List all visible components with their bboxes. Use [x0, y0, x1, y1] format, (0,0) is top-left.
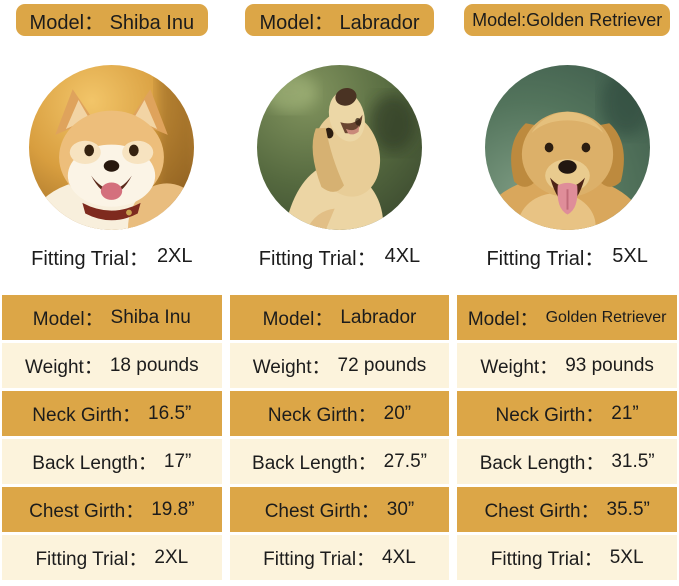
table-row-fitting-trial: Fitting Trial： 5XL — [457, 535, 677, 580]
table-row-weight: Weight： 93 pounds — [457, 343, 677, 388]
golden-retriever-photo — [484, 65, 650, 230]
size-table-labrador: Model： Labrador Weight： 72 pounds Neck G… — [229, 295, 450, 583]
table-row-neck-girth: Neck Girth： 16.5” — [2, 391, 222, 436]
shiba-inu-illustration — [29, 65, 195, 230]
table-row-weight: Weight： 18 pounds — [2, 343, 222, 388]
row-label: Neck Girth： — [495, 405, 605, 426]
golden-retriever-illustration — [484, 65, 650, 230]
row-value: 5XL — [609, 546, 644, 568]
table-row-neck-girth: Neck Girth： 21” — [457, 391, 677, 436]
size-table-shiba-inu: Model： Shiba Inu Weight： 18 pounds Neck … — [2, 295, 222, 583]
table-row-back-length: Back Length： 27.5” — [229, 439, 450, 484]
fitting-trial-label: Fitting Trial： — [258, 247, 377, 270]
table-row-model: Model： Shiba Inu — [2, 295, 222, 340]
table-row-weight: Weight： 72 pounds — [229, 343, 450, 388]
row-value: Labrador — [340, 306, 417, 328]
row-value: 20” — [383, 402, 412, 424]
row-value: 4XL — [382, 546, 416, 568]
row-value: 18 pounds — [109, 354, 199, 376]
row-value: 27.5” — [383, 450, 427, 472]
table-row-fitting-trial: Fitting Trial： 2XL — [2, 535, 222, 580]
fitting-trial-label: Fitting Trial： — [486, 247, 605, 270]
size-table-golden-retriever: Model： Golden Retriever Weight： 93 pound… — [457, 295, 677, 583]
row-label: Fitting Trial： — [263, 549, 376, 570]
row-label: Fitting Trial： — [35, 549, 148, 570]
fitting-trial-value: 2XL — [156, 244, 193, 267]
row-label: Chest Girth： — [29, 501, 145, 522]
table-row-chest-girth: Chest Girth： 19.8” — [2, 487, 222, 532]
row-value: 21” — [611, 402, 639, 424]
row-label: Chest Girth： — [264, 501, 380, 522]
table-row-fitting-trial: Fitting Trial： 4XL — [229, 535, 450, 580]
fitting-trial-line: Fitting Trial： 2XL — [31, 244, 193, 270]
row-label: Weight： — [480, 357, 559, 378]
row-label: Neck Girth： — [32, 405, 142, 426]
row-value: 17” — [163, 450, 192, 472]
table-row-model: Model： Labrador — [229, 295, 450, 340]
row-value: 2XL — [154, 546, 189, 568]
table-row-model: Model： Golden Retriever — [457, 295, 677, 340]
row-value: 35.5” — [606, 498, 650, 520]
row-value: Shiba Inu — [110, 306, 191, 328]
row-label: Model： — [262, 309, 334, 330]
row-label: Chest Girth： — [484, 501, 600, 522]
fitting-trial-value: 4XL — [384, 244, 421, 267]
column-golden-retriever: Model:Golden Retriever — [457, 0, 677, 586]
table-row-chest-girth: Chest Girth： 30” — [229, 487, 450, 532]
row-label: Back Length： — [32, 453, 157, 474]
row-label: Back Length： — [252, 453, 377, 474]
table-row-chest-girth: Chest Girth： 35.5” — [457, 487, 677, 532]
row-label: Neck Girth： — [267, 405, 377, 426]
row-label: Fitting Trial： — [490, 549, 603, 570]
table-row-back-length: Back Length： 31.5” — [457, 439, 677, 484]
row-value: 31.5” — [611, 450, 655, 472]
row-value: 30” — [386, 498, 415, 520]
labrador-illustration — [256, 65, 422, 230]
row-label: Back Length： — [479, 453, 605, 474]
fitting-trial-line: Fitting Trial： 4XL — [258, 244, 421, 270]
row-label: Weight： — [252, 357, 331, 378]
fitting-trial-label: Fitting Trial： — [31, 247, 149, 270]
row-label: Weight： — [25, 357, 103, 378]
row-value: Golden Retriever — [545, 308, 667, 326]
fitting-trial-line: Fitting Trial： 5XL — [486, 244, 648, 270]
row-value: 93 pounds — [565, 354, 654, 376]
row-label: Model： — [32, 309, 104, 330]
row-label: Model： — [467, 309, 539, 330]
column-labrador: Model： Labrador — [229, 0, 450, 586]
row-value: 19.8” — [151, 498, 195, 520]
row-value: 16.5” — [148, 402, 192, 424]
fitting-trial-value: 5XL — [612, 244, 648, 267]
shiba-inu-photo — [29, 65, 195, 230]
row-value: 72 pounds — [337, 354, 427, 376]
model-header-labrador: Model： Labrador — [245, 4, 434, 36]
model-header-golden-retriever: Model:Golden Retriever — [464, 4, 671, 36]
table-row-back-length: Back Length： 17” — [2, 439, 222, 484]
table-row-neck-girth: Neck Girth： 20” — [229, 391, 450, 436]
model-header-shiba-inu: Model： Shiba Inu — [15, 4, 209, 36]
column-shiba-inu: Model： Shiba Inu — [2, 0, 222, 586]
labrador-photo — [256, 65, 422, 230]
